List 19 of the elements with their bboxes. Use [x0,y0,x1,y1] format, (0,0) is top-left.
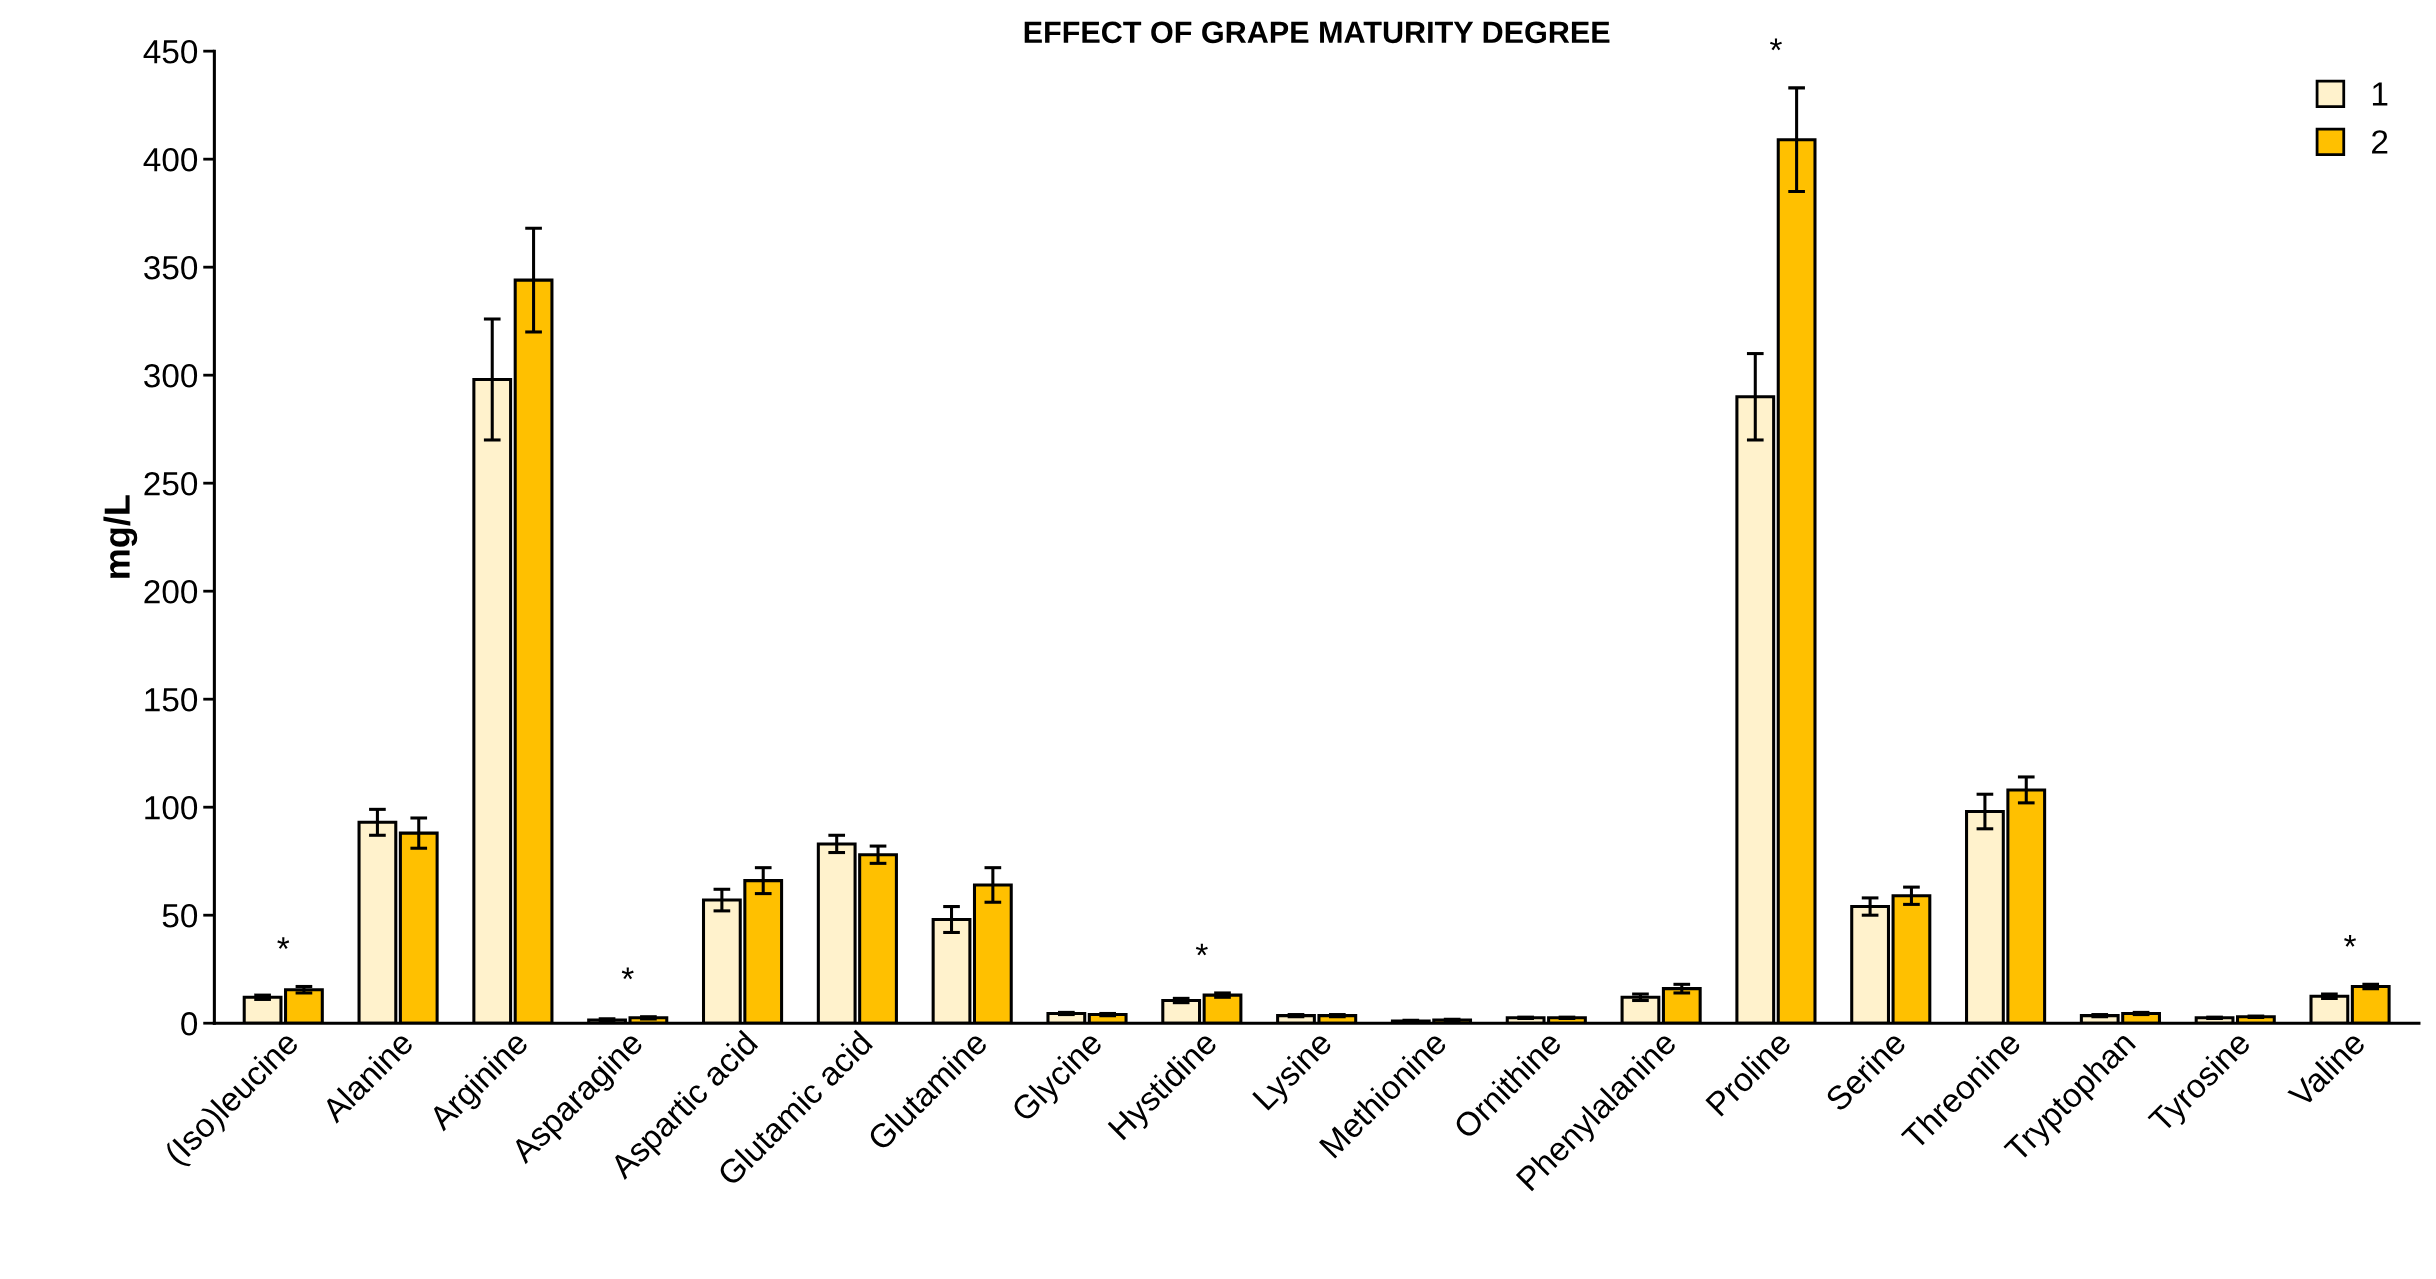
legend-label: 2 [2372,130,2388,154]
annotation: * [1195,943,1208,956]
y-tick-label: 250 [144,471,198,496]
annotation: * [277,937,290,949]
annotation: * [621,967,634,980]
annotation: * [2344,935,2357,947]
y-tick-label: 150 [145,687,198,712]
y-tick-label: 50 [162,904,198,928]
y-tick-label: 450 [143,39,198,64]
y-tick-label: 0 [181,1012,198,1036]
y-tick-label: 200 [144,579,198,604]
y-tick-label: 350 [144,255,198,280]
chart-title: EFFECT OF GRAPE MATURITY DEGREE [1024,21,1610,44]
legend-label: 1 [2372,82,2388,106]
annotation: * [1769,38,1782,51]
y-axis-title: mg/L [103,495,138,578]
y-tick-label: 300 [144,363,198,388]
y-tick-label: 400 [143,147,198,172]
y-tick-label: 100 [145,795,198,820]
